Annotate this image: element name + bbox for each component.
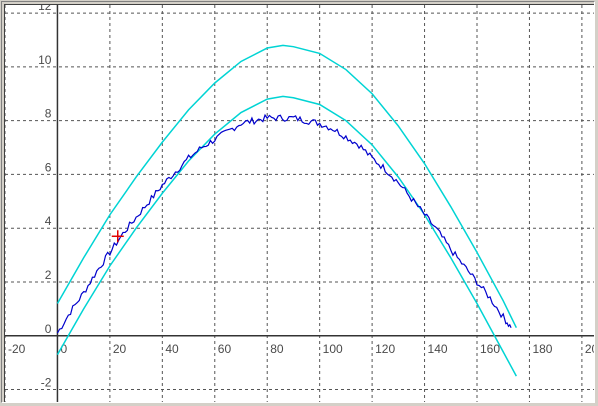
y-tick-label: -2 bbox=[41, 376, 52, 390]
line-chart: -20020406080100120140160180200-202468101… bbox=[5, 5, 594, 402]
series-lines bbox=[56, 44, 518, 377]
y-tick-label: 4 bbox=[45, 214, 52, 228]
x-tick-label: -20 bbox=[8, 342, 26, 356]
series-line-1 bbox=[56, 44, 518, 329]
x-tick-label: 100 bbox=[323, 342, 343, 356]
y-tick-label: 12 bbox=[38, 5, 52, 13]
y-tick-label: 8 bbox=[45, 107, 52, 121]
x-tick-label: 160 bbox=[480, 342, 500, 356]
y-tick-label: 2 bbox=[45, 268, 52, 282]
grid-lines bbox=[5, 5, 594, 402]
y-tick-label: 10 bbox=[38, 53, 52, 67]
x-tick-label: 80 bbox=[270, 342, 284, 356]
y-tick-label: 6 bbox=[45, 160, 52, 174]
chart-plot-area[interactable]: -20020406080100120140160180200-202468101… bbox=[4, 4, 594, 402]
markers bbox=[111, 230, 124, 243]
x-tick-label: 0 bbox=[60, 342, 67, 356]
x-tick-label: 140 bbox=[428, 342, 448, 356]
x-tick-label: 20 bbox=[113, 342, 127, 356]
x-tick-label: 180 bbox=[532, 342, 552, 356]
tick-labels: -20020406080100120140160180200-202468101… bbox=[8, 5, 594, 390]
x-tick-label: 60 bbox=[218, 342, 232, 356]
x-tick-label: 200 bbox=[585, 342, 594, 356]
x-tick-label: 40 bbox=[165, 342, 179, 356]
axes bbox=[5, 5, 594, 402]
y-tick-label: 0 bbox=[45, 322, 52, 336]
x-tick-label: 120 bbox=[375, 342, 395, 356]
series-line-3 bbox=[56, 113, 512, 334]
series-line-2 bbox=[56, 95, 517, 377]
